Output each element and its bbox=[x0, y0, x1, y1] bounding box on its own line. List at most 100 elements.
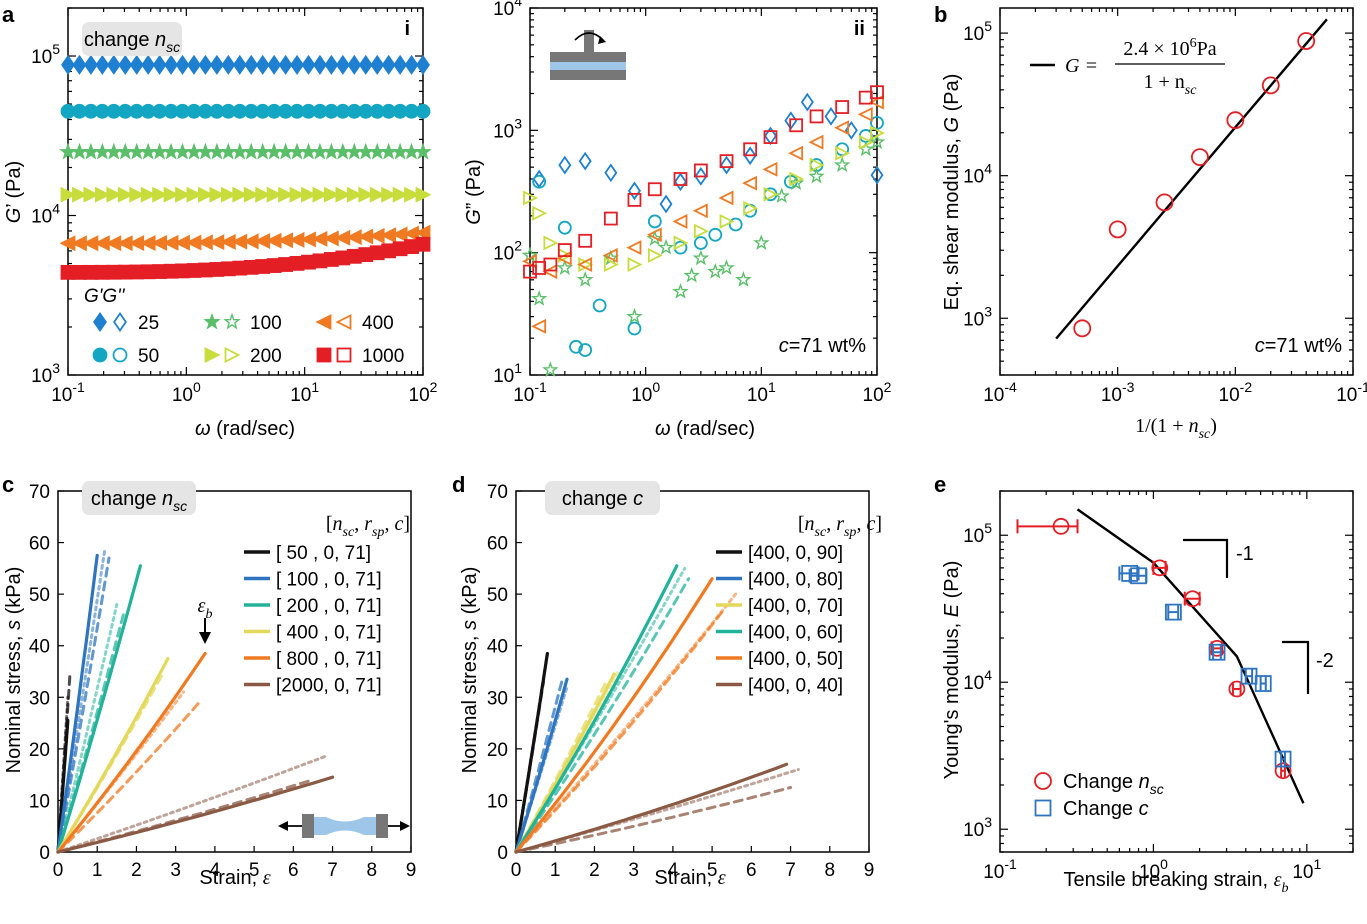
y-tick-label: 103 bbox=[963, 814, 992, 841]
legend-label-1000: 1000 bbox=[362, 346, 404, 367]
series-200-point bbox=[719, 213, 735, 229]
y-axis-label: Nominal stress, s (kPa) bbox=[459, 567, 481, 774]
y-tick-label: 10 bbox=[487, 791, 508, 812]
series-100-point bbox=[127, 142, 146, 160]
legend-label: [400, 0, 50] bbox=[748, 649, 843, 670]
series-25-point bbox=[129, 54, 144, 75]
series-400-point bbox=[626, 240, 642, 256]
legend-marker-filled bbox=[203, 312, 221, 330]
data-point bbox=[1297, 32, 1316, 50]
y-axis-label: Eq. shear modulus, G (Pa) bbox=[941, 74, 963, 311]
y-axis-label: Young's modulus, E (Pa) bbox=[941, 561, 963, 780]
y-tick-label: 103 bbox=[493, 115, 522, 142]
data-point bbox=[1155, 193, 1174, 212]
series-100-point bbox=[173, 142, 192, 160]
series-400-point bbox=[742, 175, 758, 191]
series-25-point bbox=[800, 92, 814, 112]
data-point bbox=[1165, 603, 1182, 621]
legend-label-400: 400 bbox=[362, 313, 394, 334]
series-200-point bbox=[835, 145, 851, 161]
series-50-point bbox=[415, 103, 431, 119]
series-400-point bbox=[531, 318, 547, 334]
data-point bbox=[1151, 559, 1169, 577]
x-tick-label: 10-1 bbox=[513, 379, 547, 406]
formula-lhs: G = bbox=[1065, 55, 1098, 77]
series-dotted-curve bbox=[56, 603, 119, 854]
badge-change-nsc: change nsc bbox=[84, 29, 180, 55]
series-50-point bbox=[728, 217, 743, 232]
slope-label-1: -1 bbox=[1236, 543, 1254, 565]
data-point bbox=[1108, 220, 1127, 239]
series-25-point bbox=[118, 54, 133, 75]
series-200-point bbox=[603, 257, 619, 272]
chart-c: 0 1 2 3 4 5 6 7 8 9 0 10 20 30 40 50 60 70 change nsc [nsc,… bbox=[3, 481, 416, 889]
series-200-point bbox=[312, 186, 329, 203]
series-25-point bbox=[141, 54, 156, 75]
series-25-point bbox=[381, 54, 396, 75]
break-label: εb bbox=[198, 595, 213, 622]
series-100-point bbox=[116, 142, 135, 160]
series-solid-curve bbox=[514, 564, 679, 854]
legend-marker bbox=[1034, 799, 1052, 817]
panel-label-e: e bbox=[934, 472, 946, 497]
series-200-point bbox=[140, 186, 157, 203]
series-200-point bbox=[858, 134, 874, 150]
x-tick-label: 5 bbox=[707, 860, 718, 881]
series-50-point bbox=[708, 227, 723, 242]
legend-marker-filled bbox=[93, 311, 107, 333]
badge-label: change c bbox=[562, 488, 643, 510]
data-point bbox=[1073, 319, 1092, 338]
y-tick-label: 70 bbox=[487, 482, 508, 503]
series-200-point bbox=[358, 186, 375, 203]
break-arrowhead bbox=[199, 632, 211, 644]
series-dashed-curve bbox=[514, 577, 691, 854]
series-1000-point bbox=[743, 142, 758, 157]
series-200-point bbox=[627, 257, 643, 272]
series-200-point bbox=[369, 186, 386, 203]
x-tick-label: 102 bbox=[409, 379, 438, 406]
x-tick-label: 5 bbox=[249, 860, 260, 881]
series-50-point bbox=[693, 236, 708, 250]
y-tick-label: 70 bbox=[29, 482, 50, 503]
y-tick-label: 104 bbox=[963, 667, 992, 694]
legend-marker-filled bbox=[92, 347, 108, 363]
series-200-point bbox=[209, 186, 226, 203]
x-tick-label: 0 bbox=[53, 860, 64, 881]
series-100-point bbox=[196, 142, 215, 160]
series-1000-point bbox=[673, 172, 688, 186]
series-solid-curve bbox=[56, 775, 335, 854]
series-25-point bbox=[532, 169, 546, 189]
series-solid-curve bbox=[56, 553, 99, 854]
y-axis-label: G” (Pa) bbox=[463, 159, 485, 225]
series-25-point bbox=[61, 54, 75, 75]
series-200-point bbox=[278, 186, 295, 203]
series-100-point bbox=[368, 142, 386, 160]
icon-sample bbox=[550, 62, 626, 70]
series-1000-point bbox=[532, 261, 547, 275]
series-dashed-curve bbox=[514, 608, 726, 854]
legend-label-50: 50 bbox=[138, 346, 159, 367]
legend-label-25: 25 bbox=[138, 313, 159, 334]
data-point bbox=[1191, 148, 1209, 167]
series-400-point bbox=[808, 134, 824, 150]
y-axis-label: Nominal stress, s (kPa) bbox=[3, 567, 25, 774]
legend-label: [2000, 0, 71] bbox=[276, 676, 382, 697]
icon-plate-top bbox=[550, 52, 626, 62]
series-100-point bbox=[646, 230, 664, 246]
series-25-point bbox=[83, 54, 98, 75]
series-200-point bbox=[72, 186, 88, 203]
series-100-point bbox=[692, 249, 710, 266]
y-tick-label: 30 bbox=[487, 688, 508, 709]
x-axis-label: Strain, ε bbox=[199, 867, 270, 889]
series-400-point bbox=[718, 190, 734, 206]
slope-label-2: -2 bbox=[1316, 650, 1334, 672]
series-25-point bbox=[106, 54, 121, 75]
series-25-point bbox=[175, 54, 190, 75]
legend-label-100: 100 bbox=[250, 313, 282, 334]
y-tick-label: 102 bbox=[493, 238, 522, 265]
series-400-point bbox=[646, 227, 662, 243]
x-axis-label: ω (rad/sec) bbox=[195, 418, 295, 440]
series-100-point bbox=[162, 142, 180, 160]
series-200-point bbox=[198, 186, 214, 203]
